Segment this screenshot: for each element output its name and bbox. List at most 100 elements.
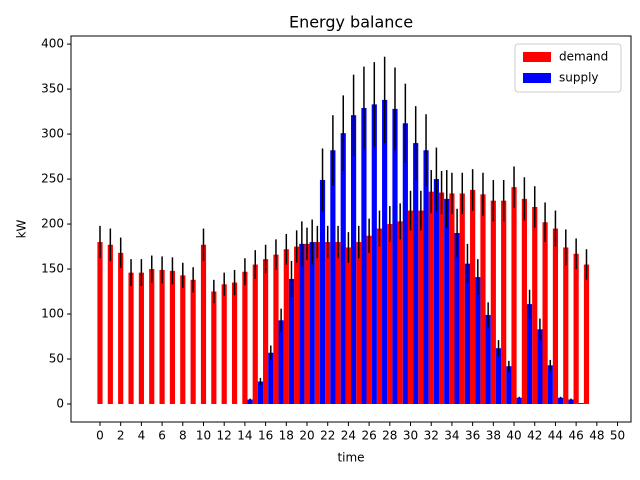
bar	[563, 247, 569, 405]
x-tick-label: 22	[320, 429, 335, 443]
bar	[159, 269, 165, 405]
bar	[299, 243, 305, 405]
x-tick-label: 18	[279, 429, 294, 443]
y-tick-label: 350	[41, 82, 64, 96]
bar	[423, 150, 429, 405]
x-tick-label: 38	[486, 429, 501, 443]
bar	[252, 264, 258, 405]
bar	[356, 242, 362, 405]
bar	[480, 194, 486, 405]
bar	[138, 272, 144, 405]
bar	[397, 221, 403, 405]
x-tick-label: 16	[258, 429, 273, 443]
bar	[583, 264, 590, 405]
bar	[568, 399, 574, 405]
bar	[418, 210, 424, 405]
bar	[335, 242, 341, 405]
y-tick-label: 400	[41, 37, 64, 51]
bar	[278, 320, 284, 405]
bar	[521, 198, 527, 405]
bar	[506, 366, 512, 405]
bar	[294, 246, 300, 405]
x-tick-label: 26	[361, 429, 376, 443]
bar	[526, 304, 533, 405]
x-tick-label: 0	[96, 429, 104, 443]
bar	[413, 143, 419, 405]
bar	[242, 271, 248, 405]
bar	[537, 329, 543, 405]
bar	[169, 270, 176, 405]
x-tick-label: 30	[403, 429, 418, 443]
bar	[231, 282, 238, 405]
bar	[366, 235, 372, 405]
bar	[428, 191, 434, 405]
bar	[345, 247, 351, 405]
bar	[314, 242, 320, 405]
y-tick-label: 100	[41, 307, 64, 321]
bar	[464, 263, 471, 405]
y-tick-label: 50	[49, 352, 64, 366]
bar	[470, 189, 476, 405]
bar	[407, 210, 414, 405]
bar	[221, 284, 227, 405]
x-tick-label: 20	[299, 429, 314, 443]
x-tick-label: 8	[179, 429, 187, 443]
bar	[485, 314, 491, 405]
bar	[200, 244, 207, 405]
x-axis-label: time	[337, 451, 364, 465]
bar	[490, 200, 496, 405]
bar	[263, 259, 269, 405]
bar	[433, 179, 439, 405]
bar	[558, 397, 564, 405]
bar	[495, 348, 502, 405]
bar	[309, 242, 315, 405]
legend-label: demand	[559, 50, 608, 64]
bar	[516, 397, 522, 405]
x-tick-label: 40	[506, 429, 521, 443]
x-tick-label: 12	[217, 429, 232, 443]
bar	[319, 179, 326, 405]
bar	[402, 123, 408, 405]
x-tick-label: 50	[610, 429, 625, 443]
bar	[444, 198, 450, 405]
x-tick-label: 14	[237, 429, 252, 443]
bar	[128, 272, 134, 405]
bar	[247, 399, 253, 405]
x-tick-label: 32	[424, 429, 439, 443]
x-tick-label: 6	[158, 429, 166, 443]
bar	[392, 108, 398, 405]
bar	[330, 150, 336, 405]
plot-frame	[70, 35, 632, 423]
x-tick-label: 42	[527, 429, 542, 443]
bar	[268, 352, 274, 405]
bar	[340, 133, 346, 405]
y-axis-label: kW	[15, 219, 29, 238]
bar	[376, 228, 383, 405]
legend-label: supply	[559, 71, 599, 85]
bar	[180, 275, 186, 405]
chart-title: Energy balance	[289, 13, 413, 32]
x-tick-label: 34	[444, 429, 459, 443]
bar	[449, 193, 455, 405]
bar	[257, 381, 264, 405]
bar	[325, 242, 331, 405]
x-tick-label: 4	[138, 429, 146, 443]
bar	[459, 193, 465, 405]
bar	[387, 224, 393, 405]
bar	[438, 192, 445, 405]
bar	[283, 249, 289, 405]
y-tick-label: 200	[41, 217, 64, 231]
bar	[547, 365, 553, 405]
bar	[454, 233, 460, 405]
x-tick-label: 24	[341, 429, 356, 443]
bar	[552, 228, 559, 405]
bar	[97, 242, 103, 405]
x-tick-label: 44	[548, 429, 563, 443]
bar	[190, 279, 196, 405]
bar	[542, 222, 548, 405]
y-tick-label: 300	[41, 127, 64, 141]
bar	[532, 206, 538, 405]
x-tick-label: 10	[196, 429, 211, 443]
bar	[578, 403, 584, 405]
